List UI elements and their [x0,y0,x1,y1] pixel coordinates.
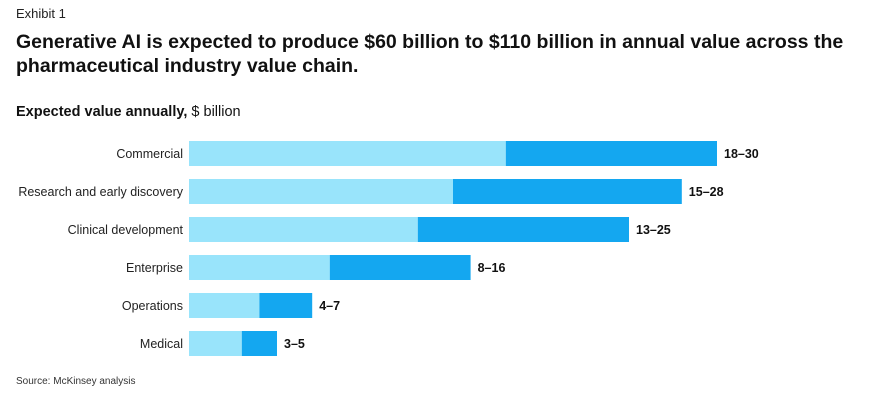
source-note: Source: McKinsey analysis [16,376,136,387]
category-label: Research and early discovery [18,185,183,199]
category-label: Medical [140,337,183,351]
bar-high-segment [453,179,682,204]
category-label: Enterprise [126,261,183,275]
data-label: 18–30 [724,147,759,161]
bar-high-segment [241,331,277,356]
category-label: Clinical development [68,223,184,237]
bar-chart: Commercial 18–30 Research and early discov… [18,141,759,356]
data-label: 3–5 [284,337,305,351]
data-label: 4–7 [319,299,340,313]
bar-low-segment [189,217,418,242]
bar-low-segment [189,293,260,318]
data-label: 8–16 [478,261,506,275]
bar-low-segment [189,331,242,356]
chart-title: Generative AI is expected to produce $60… [16,31,844,77]
chart-subtitle: Expected value annually, $ billion [16,104,241,120]
bar-low-segment [189,179,453,204]
bar-high-segment [417,217,629,242]
data-label: 13–25 [636,223,671,237]
bar-high-segment [259,293,313,318]
bar-high-segment [505,141,717,166]
bar-low-segment [189,141,506,166]
exhibit-label: Exhibit 1 [16,6,66,21]
bar-low-segment [189,255,330,280]
bar-high-segment [329,255,471,280]
data-label: 15–28 [689,185,724,199]
subtitle-bold: Expected value annually, [16,104,188,120]
subtitle-unit: $ billion [187,104,241,120]
category-label: Commercial [116,147,183,161]
category-label: Operations [122,299,183,313]
